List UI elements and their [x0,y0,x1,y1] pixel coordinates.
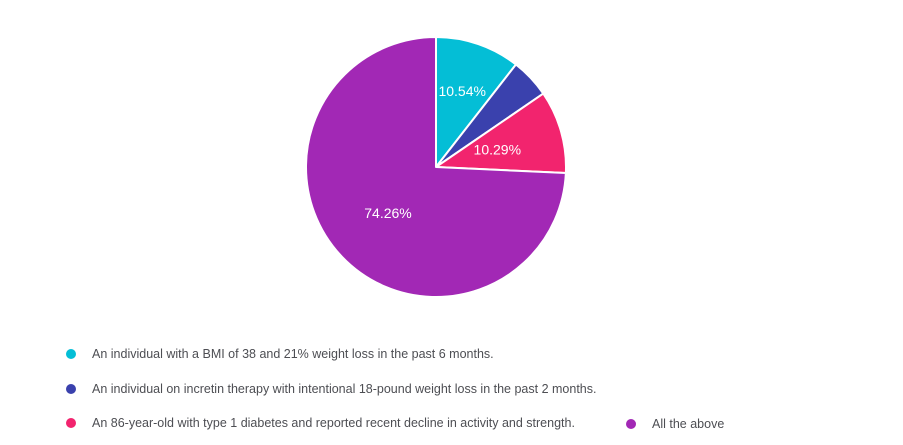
legend-label: An individual with a BMI of 38 and 21% w… [92,347,494,361]
legend-item: An individual on incretin therapy with i… [66,382,596,396]
legend-item: An 86-year-old with type 1 diabetes and … [66,416,575,430]
pie-slice-label: 74.26% [364,205,411,221]
pie-slice [435,36,517,168]
pie-slice-label: 10.54% [438,83,485,99]
pie-slice [435,92,567,175]
pie-slice [305,36,567,298]
legend-item: An individual with a BMI of 38 and 21% w… [66,347,494,361]
legend-label: An individual on incretin therapy with i… [92,382,597,396]
legend-label: All the above [652,417,725,431]
legend-swatch-blue [66,384,76,394]
legend-label: An 86-year-old with type 1 diabetes and … [92,416,575,430]
legend-swatch-pink [66,418,76,428]
pie-chart: 10.54% 10.29% 74.26% [296,27,576,307]
pie-slice-label: 10.29% [474,142,521,158]
legend-item: All the above [626,417,724,431]
legend-swatch-cyan [66,349,76,359]
pie-svg: 10.54% 10.29% 74.26% [305,36,567,298]
legend-swatch-purple [626,419,636,429]
